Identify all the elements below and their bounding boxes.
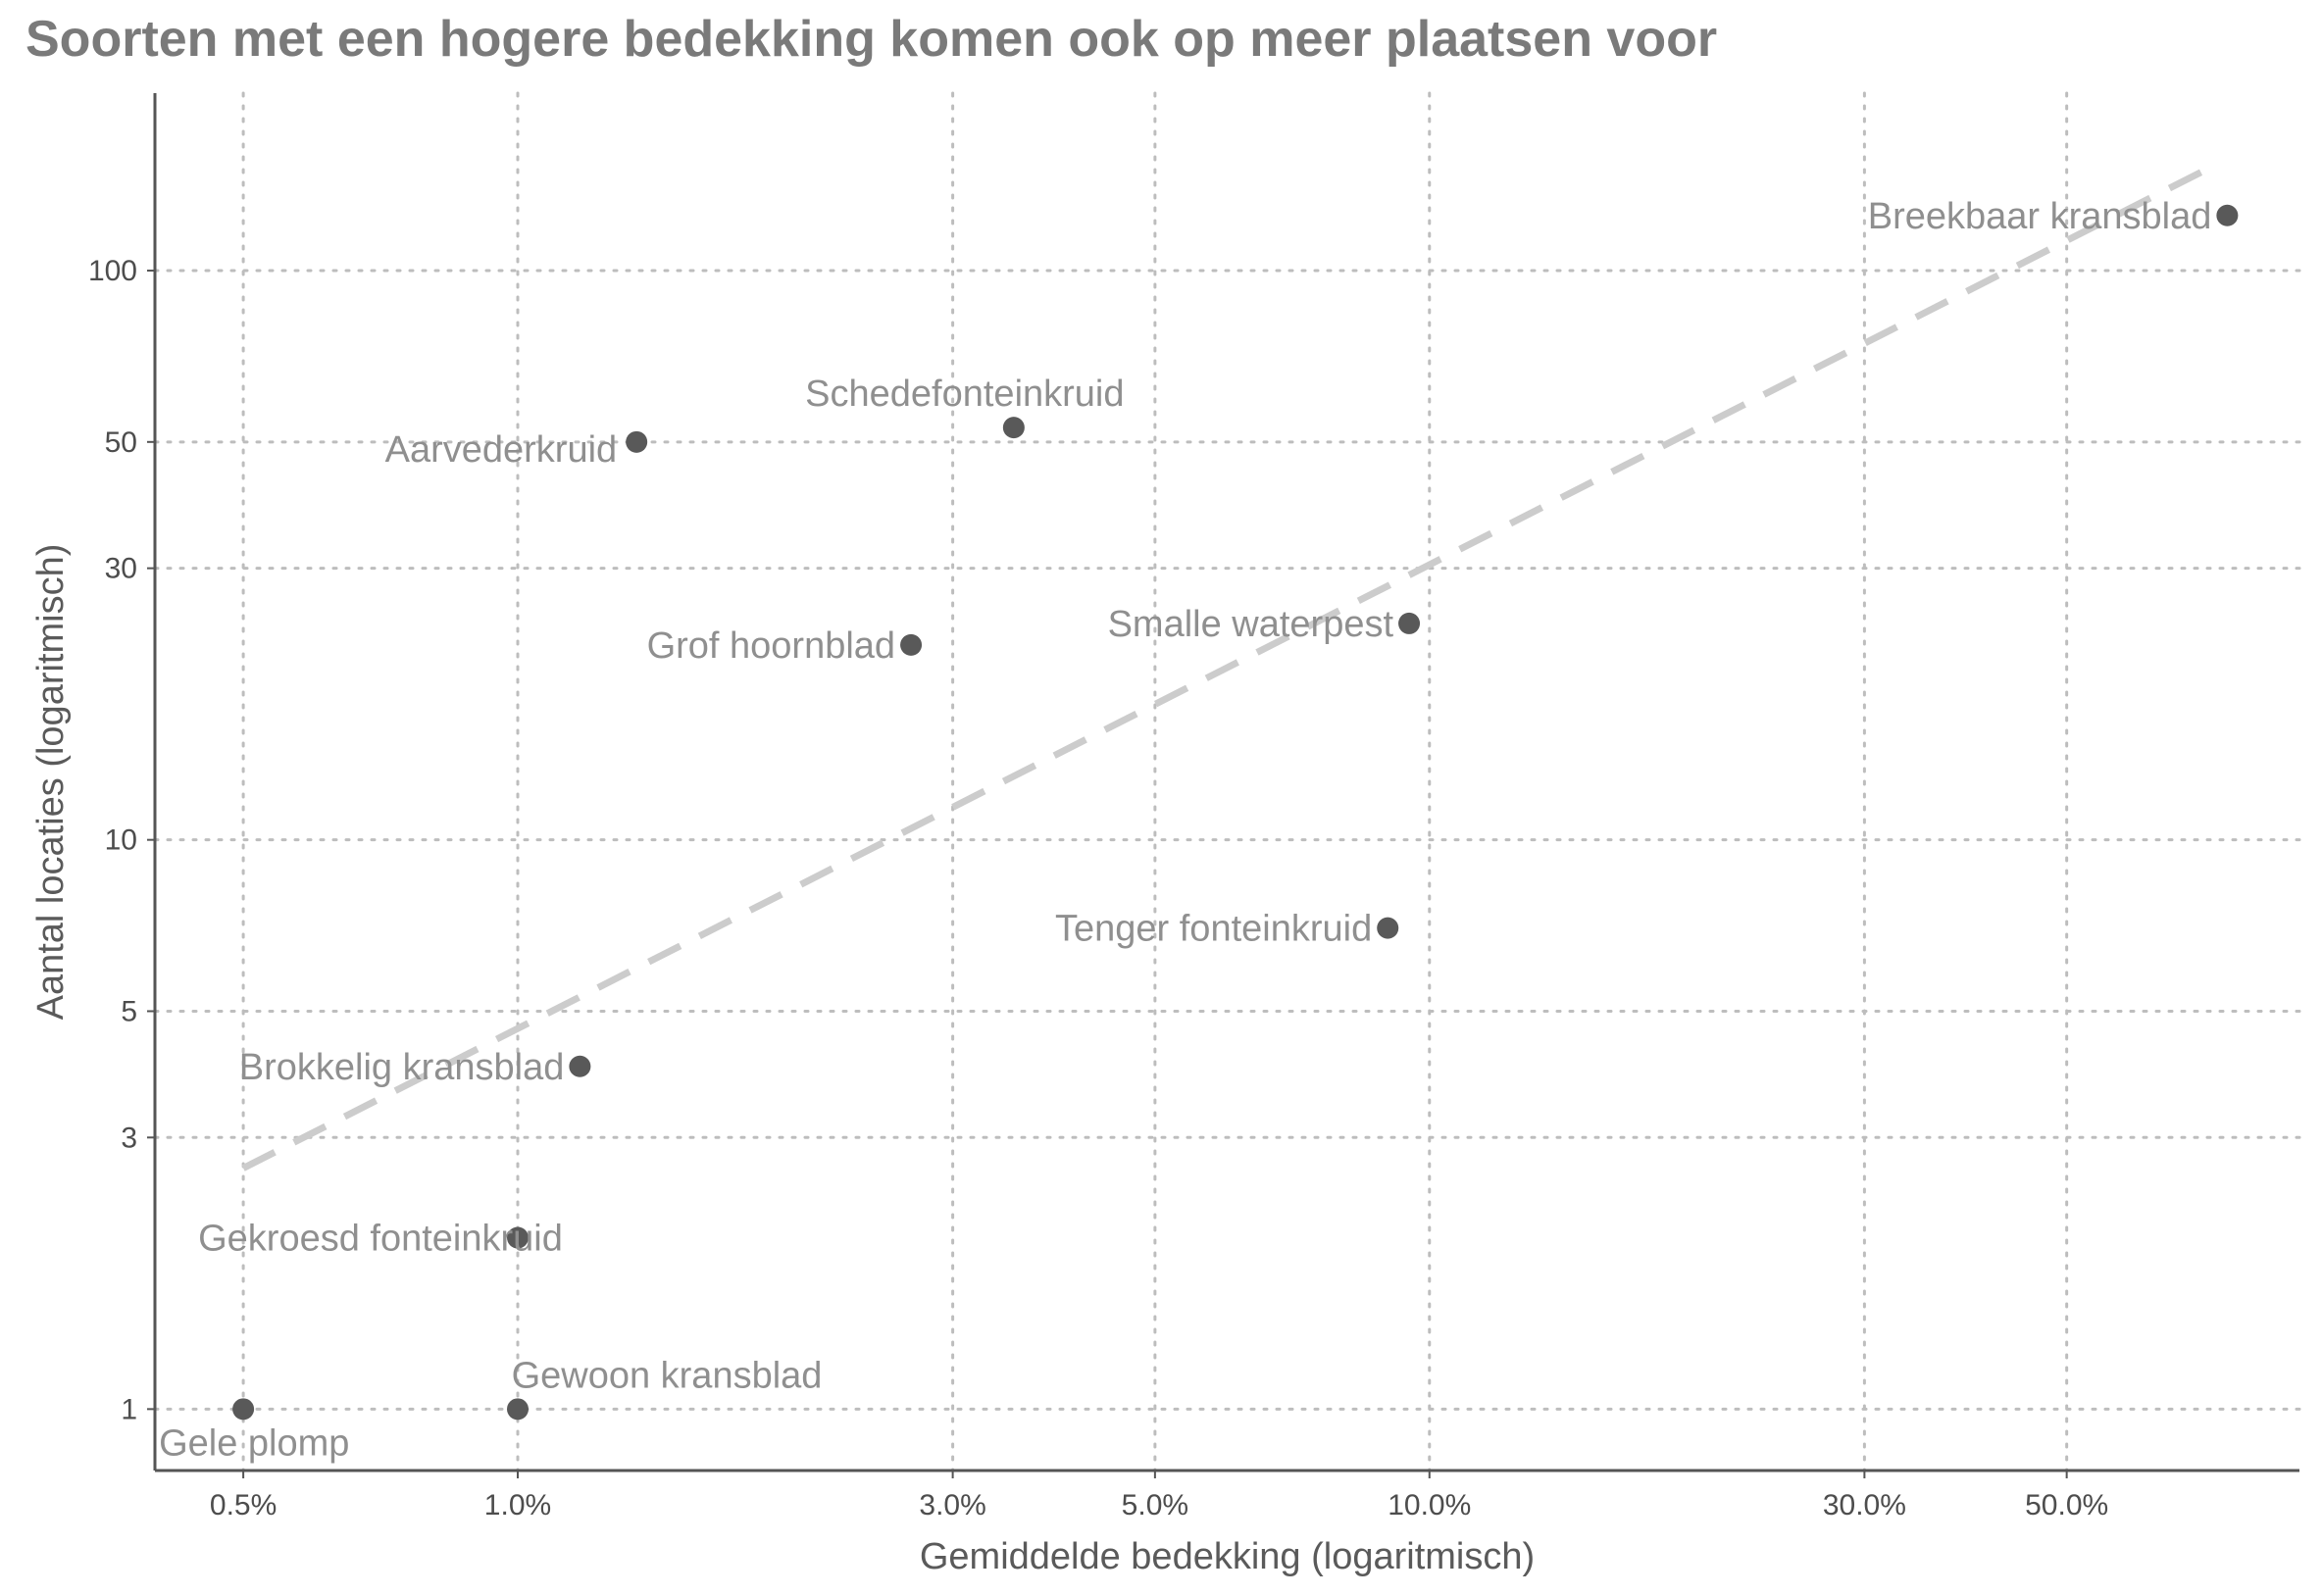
data-point-5	[1377, 917, 1399, 939]
grid	[153, 91, 2301, 1472]
point-label-3: Smalle waterpest	[1108, 604, 1394, 645]
trend-line	[241, 164, 2213, 1172]
x-tick-label-5: 30.0%	[1823, 1489, 1906, 1521]
point-label-7: Gekroesd fonteinkruid	[198, 1219, 563, 1260]
x-ticks: 0.5% 1.0% 3.0% 5.0% 10.0% 30.0% 50.0%	[210, 1471, 2108, 1521]
y-ticks: 1 3 5 10 30 50 100	[88, 255, 155, 1425]
data-point-1	[1002, 417, 1025, 439]
point-label-8: Gewoon kransblad	[512, 1355, 823, 1396]
x-tick-label-0: 0.5%	[210, 1489, 277, 1521]
point-labels: Breekbaar kransblad Schedefonteinkruid Aar…	[159, 196, 2211, 1465]
point-label-5: Tenger fonteinkruid	[1055, 909, 1372, 950]
point-label-9: Gele plomp	[159, 1422, 349, 1464]
point-label-4: Grof hoornblad	[647, 625, 896, 667]
chart-title: Soorten met een hogere bedekking komen o…	[25, 11, 1718, 68]
point-label-1: Schedefonteinkruid	[805, 374, 1124, 415]
data-point-4	[900, 633, 923, 656]
y-tick-label-2: 5	[121, 995, 137, 1027]
data-point-7	[506, 1226, 529, 1249]
y-tick-label-3: 10	[105, 824, 137, 857]
x-tick-label-6: 50.0%	[2025, 1489, 2108, 1521]
axes	[153, 93, 2299, 1472]
data-point-0	[2216, 204, 2239, 226]
data-point-9	[232, 1398, 255, 1421]
data-point-8	[506, 1398, 529, 1421]
data-point-2	[626, 430, 648, 453]
y-tick-label-4: 30	[105, 553, 137, 585]
data-point-3	[1398, 612, 1421, 634]
y-tick-label-0: 1	[121, 1393, 137, 1425]
x-axis-title: Gemiddelde bedekking (logaritmisch)	[920, 1536, 1535, 1577]
y-tick-label-6: 100	[88, 255, 137, 287]
x-tick-label-3: 5.0%	[1122, 1489, 1188, 1521]
x-tick-label-1: 1.0%	[484, 1489, 551, 1521]
point-label-6: Brokkelig kransblad	[239, 1047, 565, 1088]
trend-line-group	[241, 164, 2213, 1172]
y-tick-label-5: 50	[105, 426, 137, 459]
y-tick-label-1: 3	[121, 1122, 137, 1154]
x-tick-label-4: 10.0%	[1388, 1489, 1471, 1521]
y-axis-title: Aantal locaties (logaritmisch)	[30, 544, 72, 1021]
x-tick-label-2: 3.0%	[919, 1489, 985, 1521]
point-label-2: Aarvederkruid	[385, 429, 618, 471]
data-point-6	[569, 1055, 591, 1077]
data-points	[232, 204, 2239, 1421]
point-label-0: Breekbaar kransblad	[1868, 196, 2212, 237]
